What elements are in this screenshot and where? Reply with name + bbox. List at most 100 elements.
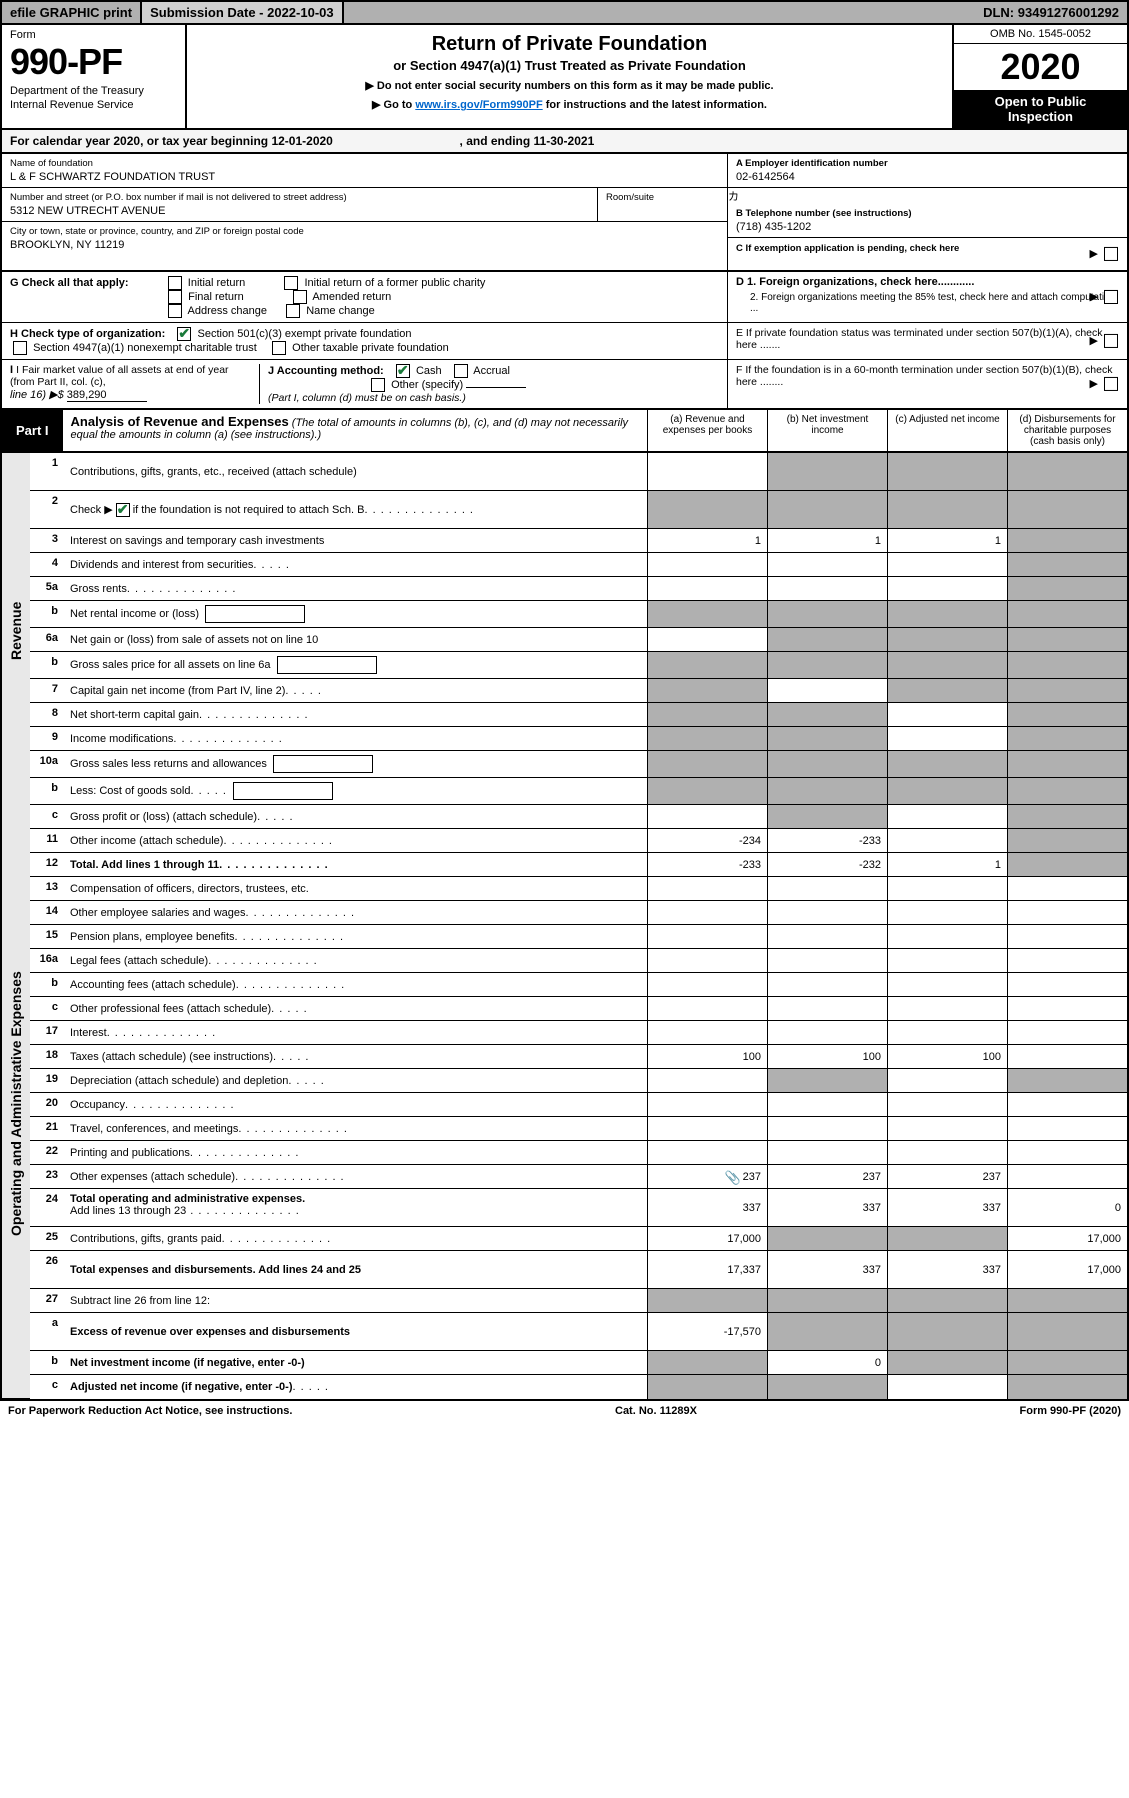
row-10b: bLess: Cost of goods sold [30,778,1127,805]
exemption-pending-cell: C If exemption application is pending, c… [728,238,1127,270]
cat-no: Cat. No. 11289X [615,1405,697,1417]
foundation-name-cell: Name of foundation L & F SCHWARTZ FOUNDA… [2,154,727,188]
row-8: 8Net short-term capital gain [30,703,1127,727]
d-section: D 1. Foreign organizations, check here..… [727,272,1127,322]
part1-header: Part I Analysis of Revenue and Expenses … [0,410,1129,453]
phone-cell: B Telephone number (see instructions) (7… [728,204,1127,238]
row-16b: bAccounting fees (attach schedule) [30,973,1127,997]
address-row: Number and street (or P.O. box number if… [2,188,727,222]
row-23: 23Other expenses (attach schedule) 📎2372… [30,1165,1127,1189]
efile-print-label[interactable]: efile GRAPHIC print [2,2,142,23]
row-3: 3Interest on savings and temporary cash … [30,529,1127,553]
exemption-checkbox[interactable] [1104,247,1118,261]
row-26: 26Total expenses and disbursements. Add … [30,1251,1127,1289]
row-27b: bNet investment income (if negative, ent… [30,1351,1127,1375]
expenses-label: Operating and Administrative Expenses [2,809,30,1399]
tax-year: 2020 [954,44,1127,90]
other-taxable-checkbox[interactable] [272,341,286,355]
row-16c: cOther professional fees (attach schedul… [30,997,1127,1021]
accrual-checkbox[interactable] [454,364,468,378]
row-14: 14Other employee salaries and wages [30,901,1127,925]
status-terminated-checkbox[interactable] [1104,334,1118,348]
attachment-icon[interactable]: 📎 [725,1170,739,1184]
row-5a: 5aGross rents [30,577,1127,601]
i-fmv: I I Fair market value of all assets at e… [10,364,260,404]
address-change-checkbox[interactable] [168,304,182,318]
row-16a: 16aLegal fees (attach schedule) [30,949,1127,973]
form-word: Form [10,29,177,41]
row-6b: bGross sales price for all assets on lin… [30,652,1127,679]
open-inspection: Open to Public Inspection [954,90,1127,128]
initial-return-checkbox[interactable] [168,276,182,290]
row-4: 4Dividends and interest from securities [30,553,1127,577]
name-change-checkbox[interactable] [286,304,300,318]
col-c-hdr: (c) Adjusted net income [887,410,1007,451]
row-13: 13Compensation of officers, directors, t… [30,877,1127,901]
60-month-checkbox[interactable] [1104,377,1118,391]
row-6a: 6aNet gain or (loss) from sale of assets… [30,628,1127,652]
revenue-label: Revenue [2,453,30,809]
row-19: 19Depreciation (attach schedule) and dep… [30,1069,1127,1093]
f-section: F If the foundation is in a 60-month ter… [727,360,1127,408]
form990pf-link[interactable]: www.irs.gov/Form990PF [415,99,542,111]
initial-former-checkbox[interactable] [284,276,298,290]
checkboxes-block: G Check all that apply: Initial return I… [0,272,1129,410]
form-number: 990-PF [10,41,177,83]
i-j-section: I I Fair market value of all assets at e… [2,360,727,408]
part1-table: Revenue Operating and Administrative Exp… [0,453,1129,1401]
header-left: Form 990-PF Department of the Treasury I… [2,25,187,128]
row-9: 9Income modifications [30,727,1127,751]
form-subtitle: or Section 4947(a)(1) Trust Treated as P… [195,58,944,73]
final-return-checkbox[interactable] [168,290,182,304]
row-7: 7Capital gain net income (from Part IV, … [30,679,1127,703]
row-10c: cGross profit or (loss) (attach schedule… [30,805,1127,829]
row-10a: 10aGross sales less returns and allowanc… [30,751,1127,778]
header-center: Return of Private Foundation or Section … [187,25,952,128]
sidebar: Revenue Operating and Administrative Exp… [2,453,30,1399]
entity-info: Name of foundation L & F SCHWARTZ FOUNDA… [0,154,1129,272]
sch-b-checkbox[interactable] [116,503,130,517]
row-2: 2Check ▶ if the foundation is not requir… [30,491,1127,529]
dept-irs: Internal Revenue Service [10,99,177,111]
amended-return-checkbox[interactable] [293,290,307,304]
cash-checkbox[interactable] [396,364,410,378]
form-title: Return of Private Foundation [195,33,944,56]
submission-date: Submission Date - 2022-10-03 [142,2,344,23]
row-24: 24Total operating and administrative exp… [30,1189,1127,1227]
row-1: 1Contributions, gifts, grants, etc., rec… [30,453,1127,491]
row-18: 18Taxes (attach schedule) (see instructi… [30,1045,1127,1069]
table-body: 1Contributions, gifts, grants, etc., rec… [30,453,1127,1399]
instr-ssn: ▶ Do not enter social security numbers o… [195,79,944,92]
entity-left: Name of foundation L & F SCHWARTZ FOUNDA… [2,154,727,270]
row-25: 25Contributions, gifts, grants paid 17,0… [30,1227,1127,1251]
row-27a: aExcess of revenue over expenses and dis… [30,1313,1127,1351]
col-d-hdr: (d) Disbursements for charitable purpose… [1007,410,1127,451]
col-b-hdr: (b) Net investment income [767,410,887,451]
part1-tab: Part I [2,410,63,451]
other-method-checkbox[interactable] [371,378,385,392]
row-20: 20Occupancy [30,1093,1127,1117]
row-5b: bNet rental income or (loss) [30,601,1127,628]
dln: DLN: 93491276001292 [975,2,1127,23]
calendar-year-bar: For calendar year 2020, or tax year begi… [0,130,1129,154]
col-a-hdr: (a) Revenue and expenses per books [647,410,767,451]
omb-number: OMB No. 1545-0052 [954,25,1127,44]
part1-desc: Analysis of Revenue and Expenses (The to… [63,410,647,451]
foreign-85-checkbox[interactable] [1104,290,1118,304]
entity-right: A Employer identification number 02-6142… [727,154,1127,270]
header-right: OMB No. 1545-0052 2020 Open to Public In… [952,25,1127,128]
efile-bar: efile GRAPHIC print Submission Date - 20… [0,0,1129,25]
page-footer: For Paperwork Reduction Act Notice, see … [0,1401,1129,1421]
501c3-checkbox[interactable] [177,327,191,341]
4947-checkbox[interactable] [13,341,27,355]
row-27c: cAdjusted net income (if negative, enter… [30,1375,1127,1399]
paperwork-notice: For Paperwork Reduction Act Notice, see … [8,1405,292,1417]
room-cell: Room/suite [597,188,727,221]
row-15: 15Pension plans, employee benefits [30,925,1127,949]
row-17: 17Interest [30,1021,1127,1045]
instr-link: ▶ Go to www.irs.gov/Form990PF for instru… [195,98,944,111]
row-11: 11Other income (attach schedule) -234-23… [30,829,1127,853]
row-27: 27Subtract line 26 from line 12: [30,1289,1127,1313]
row-21: 21Travel, conferences, and meetings [30,1117,1127,1141]
row-12: 12Total. Add lines 1 through 11 -233-232… [30,853,1127,877]
